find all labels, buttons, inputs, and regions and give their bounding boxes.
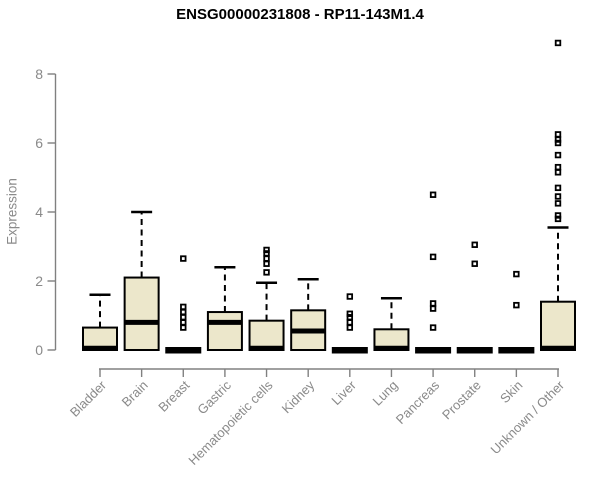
- outlier-point: [263, 260, 270, 267]
- outlier-point: [554, 212, 562, 219]
- x-tick-label: Lung: [370, 378, 401, 409]
- outlier-point: [429, 300, 437, 307]
- box-unknown-other: [540, 300, 576, 352]
- x-tick-label: Skin: [497, 378, 525, 406]
- x-tick-label: Unknown / Other: [488, 377, 568, 457]
- x-tick-label: Bladder: [67, 377, 110, 420]
- outlier-point: [180, 308, 187, 316]
- outlier-point: [180, 314, 187, 321]
- outlier-point: [554, 151, 562, 159]
- outlier-point: [346, 310, 354, 317]
- outlier-point: [554, 131, 562, 138]
- box-collapsed-skin: [498, 347, 535, 354]
- box-gastric: [206, 311, 243, 351]
- outlier-point: [554, 39, 562, 47]
- outlier-point: [346, 324, 354, 331]
- box-collapsed-breast: [165, 347, 202, 354]
- outlier-point: [429, 324, 437, 331]
- x-tick-label: Kidney: [279, 377, 318, 416]
- outlier-point: [554, 184, 562, 192]
- outlier-point: [263, 246, 270, 254]
- outlier-point: [263, 250, 270, 257]
- outlier-point: [180, 303, 187, 311]
- x-tick-label: Brain: [119, 378, 151, 410]
- box-collapsed-prostate: [456, 347, 493, 354]
- outlier-point: [554, 169, 562, 176]
- outlier-point: [554, 215, 562, 223]
- outlier-point: [263, 269, 270, 276]
- outlier-point: [429, 305, 437, 312]
- box-brain: [123, 276, 160, 351]
- outlier-point: [513, 301, 520, 309]
- outlier-point: [471, 241, 478, 248]
- outlier-point: [180, 319, 187, 326]
- outlier-point: [554, 139, 562, 147]
- outlier-point: [554, 193, 562, 200]
- outlier-point: [346, 293, 354, 300]
- outlier-point: [554, 163, 562, 171]
- y-tick-label: 6: [35, 135, 43, 151]
- outlier-point: [346, 314, 354, 321]
- y-tick-label: 2: [35, 273, 43, 289]
- x-tick-label: Breast: [155, 377, 192, 414]
- outlier-point: [471, 260, 478, 267]
- box-hematopoietic-cells: [248, 319, 285, 351]
- outlier-point: [554, 136, 562, 143]
- chart-title: ENSG00000231808 - RP11-143M1.4: [176, 6, 424, 23]
- outlier-point: [429, 191, 437, 198]
- outlier-point: [429, 253, 437, 261]
- outlier-point: [180, 324, 187, 331]
- outlier-point: [513, 270, 520, 278]
- y-tick-label: 0: [35, 342, 43, 358]
- box-collapsed-pancreas: [415, 347, 452, 354]
- outlier-point: [263, 255, 270, 262]
- x-tick-label: Gastric: [194, 377, 234, 417]
- outlier-point: [554, 200, 562, 207]
- x-tick-label: Pancreas: [393, 377, 443, 427]
- y-tick-label: 4: [35, 204, 43, 220]
- outlier-point: [180, 255, 187, 262]
- x-tick-label: Liver: [328, 377, 359, 408]
- x-tick-label: Prostate: [439, 378, 484, 423]
- outlier-point: [346, 319, 354, 326]
- y-tick-label: 8: [35, 66, 43, 82]
- box-collapsed-liver: [331, 347, 368, 354]
